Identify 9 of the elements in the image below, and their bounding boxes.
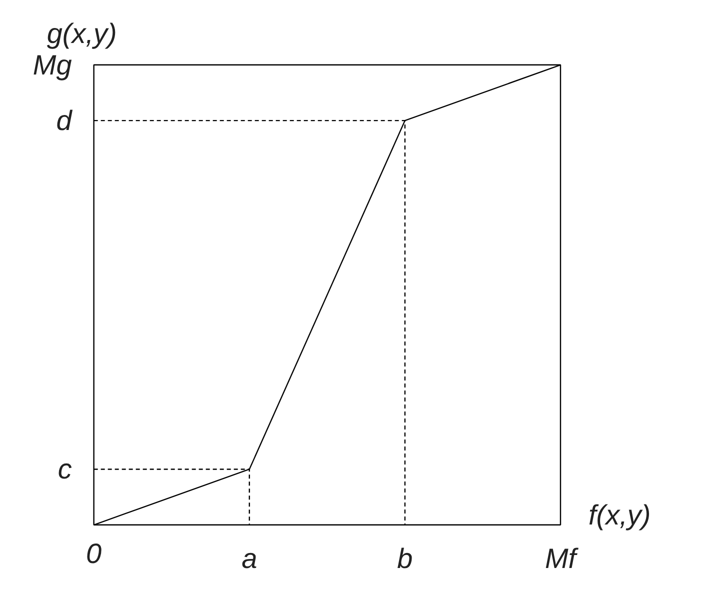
y-axis-title: g(x,y) xyxy=(46,18,117,49)
x-tick-label: 0 xyxy=(86,538,102,569)
text: Mg xyxy=(32,49,72,80)
text: d xyxy=(56,105,74,136)
text: c xyxy=(58,454,72,485)
x-tick-label: a xyxy=(242,542,258,574)
x-tick-label: Mf xyxy=(544,542,580,574)
x-axis-title: f(x,y) xyxy=(588,499,651,530)
x-tick-label: b xyxy=(397,542,413,574)
